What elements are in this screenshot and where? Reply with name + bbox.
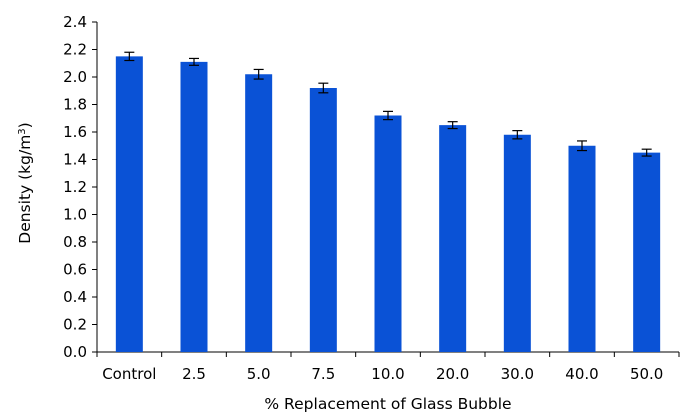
x-tick-label: 30.0 [501, 365, 534, 383]
y-axis-title-close: ) [16, 122, 34, 128]
y-tick-label: 2.2 [63, 41, 87, 59]
bar [503, 134, 531, 352]
x-tick-label: 50.0 [630, 365, 663, 383]
x-tick-label: 5.0 [247, 365, 271, 383]
bar [374, 115, 402, 352]
x-tick-label: 2.5 [182, 365, 206, 383]
bar [568, 145, 596, 352]
y-tick-label: 1.8 [63, 96, 87, 114]
bar [439, 125, 467, 352]
y-axis-title-superscript: 3 [17, 128, 28, 134]
y-tick-label: 0.0 [63, 343, 87, 361]
y-tick-label: 0.4 [63, 288, 87, 306]
x-tick-label: Control [102, 365, 156, 383]
plot-area: 0.0 0.2 0.4 0.6 0.8 1.0 1.2 1.4 1.6 1.8 2.0 2.2 2.4 C… [63, 13, 680, 383]
y-tick-label: 1.2 [63, 178, 87, 196]
y-tick-label: 2.4 [63, 13, 87, 31]
y-tick-label: 1.6 [63, 123, 87, 141]
bar [309, 88, 337, 352]
bar [245, 74, 273, 352]
y-tick-label: 0.8 [63, 233, 87, 251]
y-tick-label: 0.2 [63, 316, 87, 334]
y-tick-label: 1.4 [63, 151, 87, 169]
x-tick-label: 7.5 [311, 365, 335, 383]
x-tick-label: 10.0 [371, 365, 404, 383]
bar [115, 56, 143, 352]
y-tick-label: 0.6 [63, 261, 87, 279]
y-tick-label: 1.0 [63, 206, 87, 224]
bar [180, 61, 208, 352]
bar [633, 152, 661, 352]
x-tick-label: 20.0 [436, 365, 469, 383]
x-tick-label: 40.0 [565, 365, 598, 383]
y-tick-label: 2.0 [63, 68, 87, 86]
x-axis-title: % Replacement of Glass Bubble [264, 395, 511, 413]
y-axis-title-text: Density (kg/m [16, 135, 34, 244]
y-axis-title: Density (kg/m3) [16, 122, 34, 243]
